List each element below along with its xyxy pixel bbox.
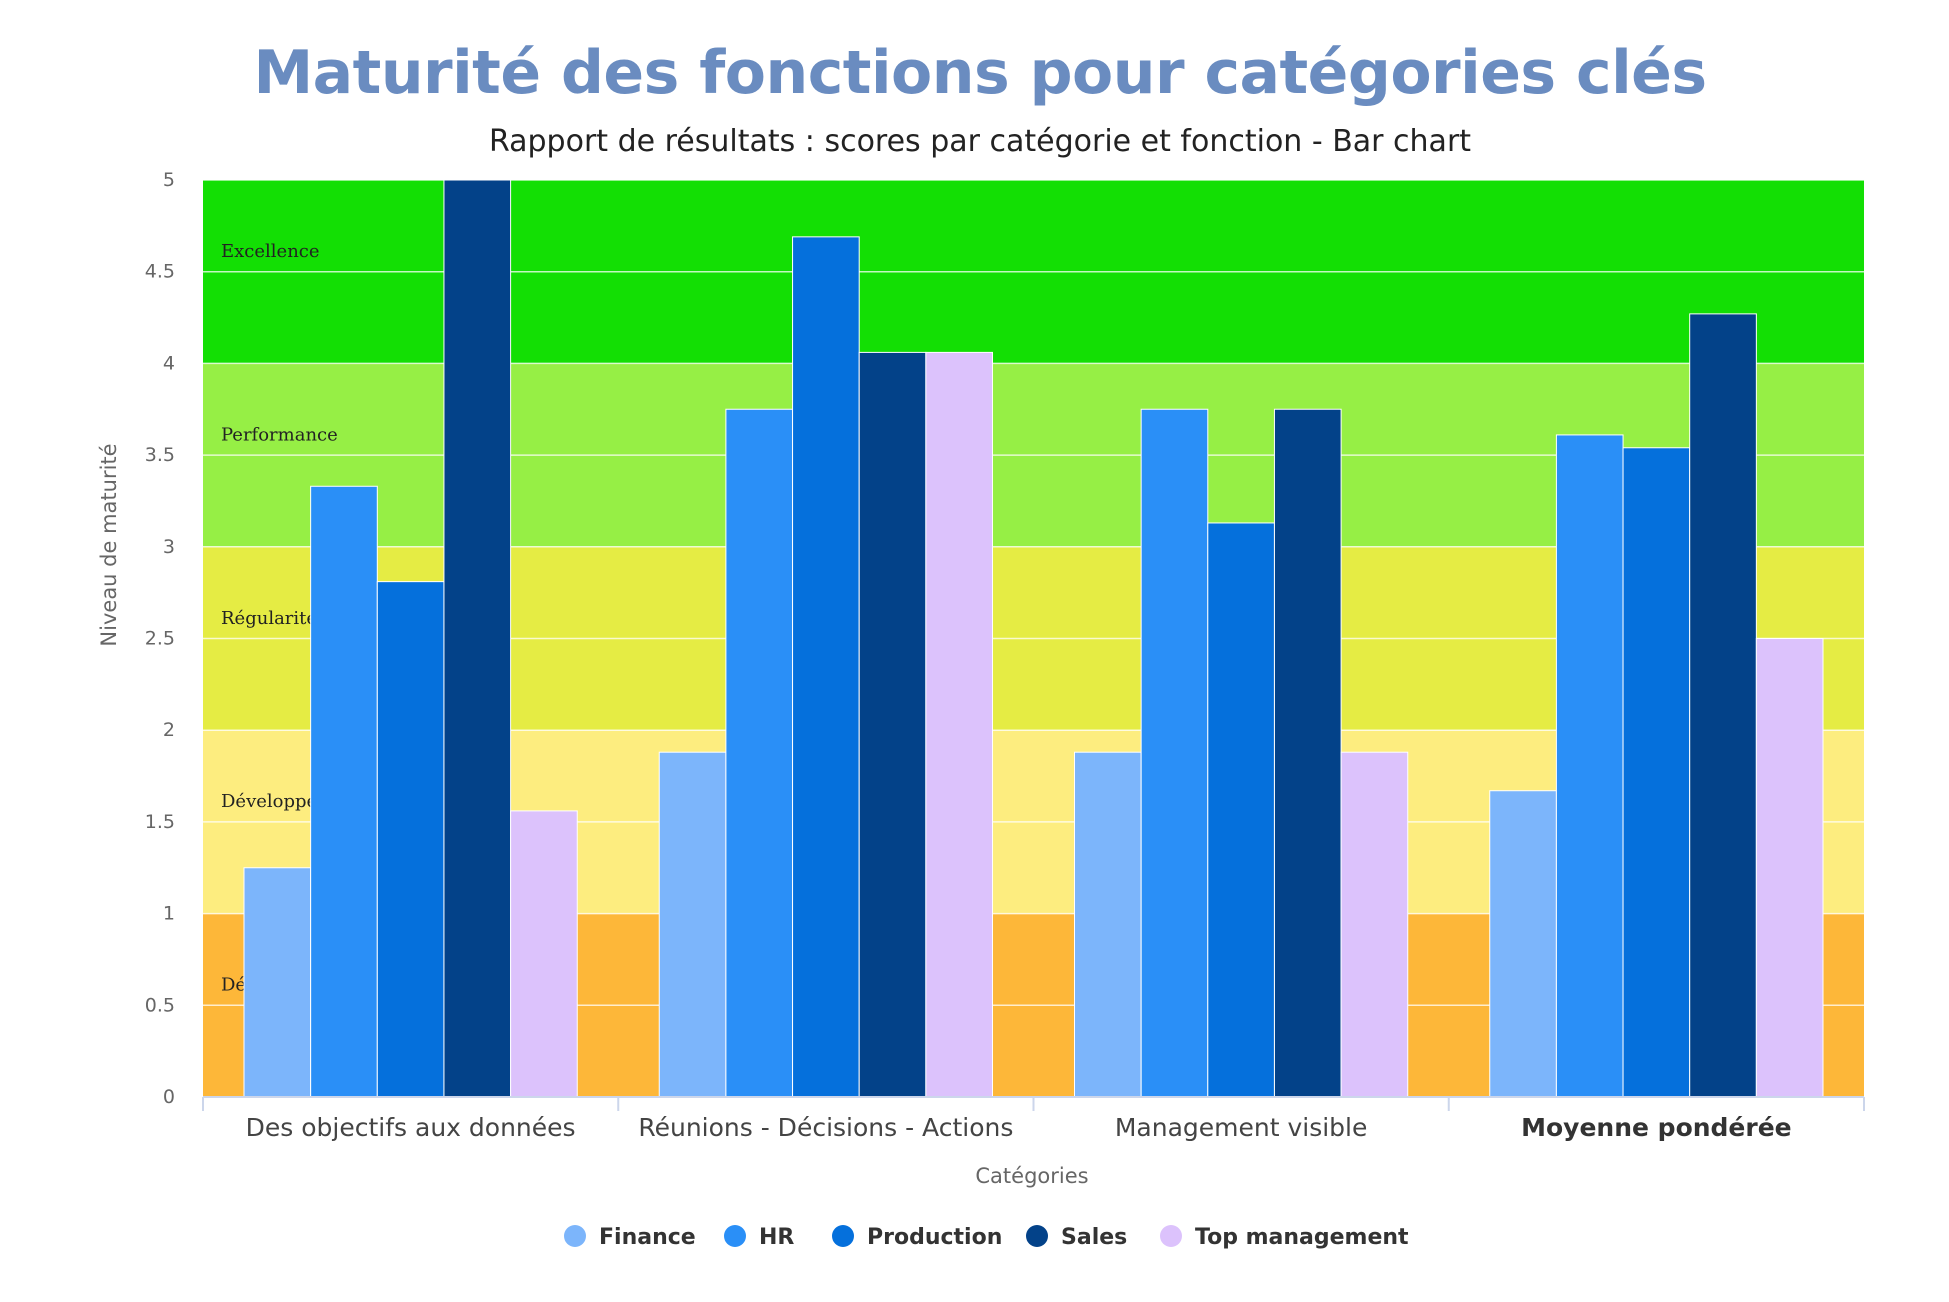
- legend-item[interactable]: Finance: [564, 1225, 696, 1250]
- legend-item[interactable]: Sales: [1026, 1225, 1127, 1250]
- legend-marker: [1026, 1225, 1048, 1247]
- y-tick-label: 2.5: [145, 628, 175, 650]
- bar-top-management[interactable]: [925, 351, 993, 1098]
- bar-finance[interactable]: [1074, 751, 1142, 1098]
- legend-marker: [832, 1225, 854, 1247]
- bar-sales[interactable]: [1689, 313, 1757, 1098]
- chart-title: Maturité des fonctions pour catégories c…: [253, 38, 1707, 108]
- legend-item[interactable]: Top management: [1160, 1225, 1409, 1250]
- bar-top-management[interactable]: [1755, 638, 1824, 1098]
- y-tick-label: 2: [163, 719, 175, 741]
- band-labels: Dé Développe Régularité Performance Excellen…: [221, 241, 338, 996]
- bar-top-management[interactable]: [510, 810, 578, 1098]
- x-category-label: Réunions - Décisions - Actions: [638, 1113, 1013, 1142]
- bar-sales[interactable]: [1273, 408, 1342, 1098]
- bar-hr[interactable]: [310, 485, 378, 1098]
- chart-subtitle: Rapport de résultats : scores par catégo…: [488, 124, 1472, 159]
- y-tick-label: 0: [163, 1086, 175, 1108]
- legend-label: Top management: [1195, 1225, 1409, 1250]
- x-category-label: Moyenne pondérée: [1521, 1113, 1792, 1142]
- x-axis-title: Catégories: [975, 1164, 1088, 1188]
- bar-hr[interactable]: [1140, 408, 1209, 1098]
- bar-finance[interactable]: [243, 867, 312, 1098]
- x-category-label: Management visible: [1115, 1113, 1368, 1142]
- legend-label: HR: [759, 1225, 794, 1250]
- x-category-label: Des objectifs aux données: [246, 1113, 576, 1142]
- legend-item[interactable]: Production: [832, 1225, 1002, 1250]
- legend: Finance HR Production Sales Top management: [564, 1225, 1409, 1250]
- bar-finance[interactable]: [1489, 790, 1557, 1098]
- bar-production[interactable]: [792, 236, 860, 1098]
- y-tick-label: 1: [163, 903, 175, 925]
- band-label: Régularité: [221, 608, 317, 629]
- legend-label: Production: [867, 1225, 1002, 1250]
- legend-item[interactable]: HR: [724, 1225, 794, 1250]
- bar-sales[interactable]: [443, 179, 512, 1098]
- y-tick-label: 5: [163, 169, 175, 191]
- bar-hr[interactable]: [1555, 434, 1624, 1098]
- y-tick-label: 3: [163, 536, 175, 558]
- band-label: Développe: [221, 791, 317, 812]
- band-label: Dé: [221, 975, 246, 996]
- bar-hr[interactable]: [725, 408, 794, 1098]
- legend-marker: [724, 1225, 746, 1247]
- y-tick-label: 4.5: [145, 261, 175, 283]
- legend-label: Sales: [1061, 1225, 1127, 1250]
- axes: 0 0.5 1 1.5 2 2.5 3 3.5 4 4.5 5 Des objectifs aux d…: [145, 169, 1865, 1142]
- bar-production[interactable]: [376, 581, 445, 1098]
- legend-marker: [564, 1225, 586, 1247]
- y-tick-label: 1.5: [145, 811, 175, 833]
- band-label: Performance: [221, 424, 338, 445]
- y-tick-label: 4: [163, 352, 175, 374]
- bar-finance[interactable]: [658, 751, 727, 1098]
- legend-label: Finance: [599, 1225, 696, 1250]
- bar-production[interactable]: [1622, 447, 1691, 1098]
- y-tick-label: 3.5: [145, 444, 175, 466]
- y-axis-title: Niveau de maturité: [97, 443, 121, 646]
- legend-marker: [1160, 1225, 1182, 1247]
- bar-top-management[interactable]: [1340, 751, 1409, 1098]
- bars: [243, 179, 1824, 1098]
- band-label: Excellence: [221, 241, 320, 262]
- y-tick-label: 0.5: [145, 994, 175, 1016]
- bar-sales[interactable]: [858, 351, 927, 1098]
- bar-production[interactable]: [1207, 522, 1275, 1098]
